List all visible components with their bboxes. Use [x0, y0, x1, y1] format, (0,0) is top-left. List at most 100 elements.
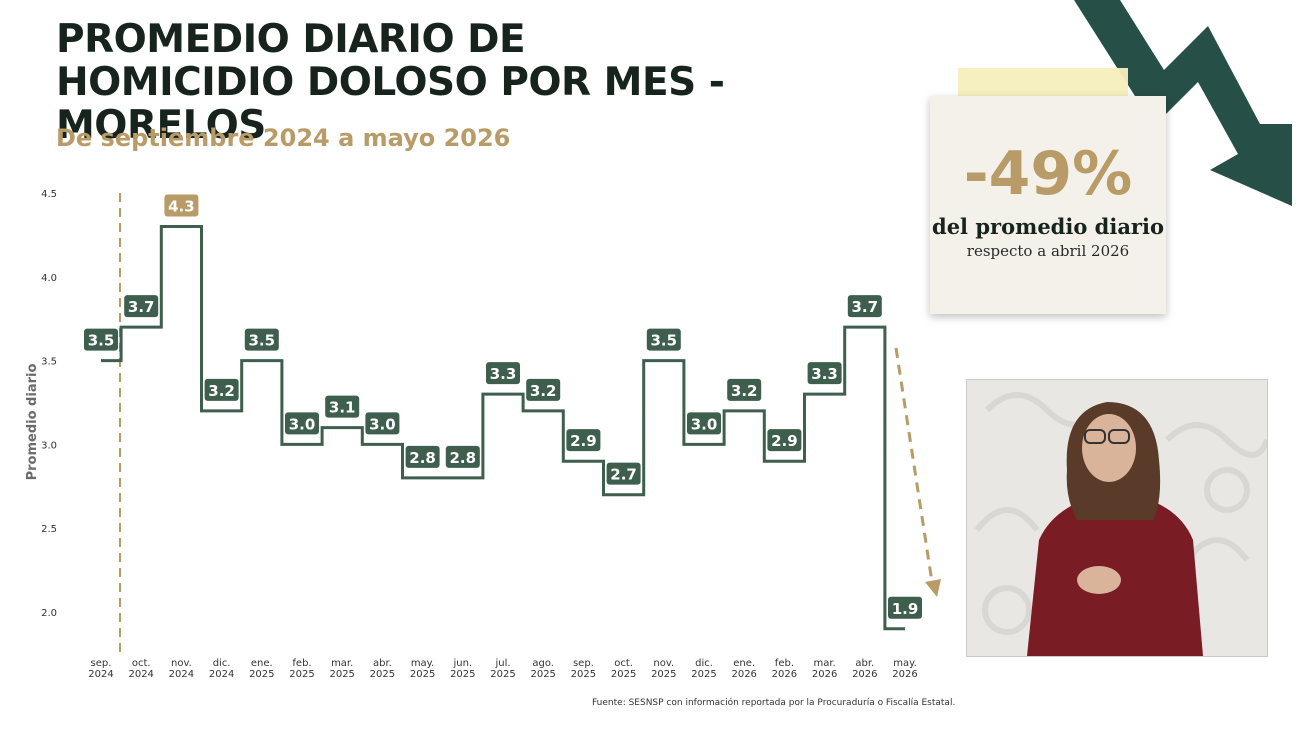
page-subtitle: De septiembre 2024 a mayo 2026: [56, 124, 511, 152]
data-label-box: [847, 295, 882, 318]
x-tick-label: ago.: [532, 658, 554, 669]
data-label-box: [405, 445, 440, 468]
interpreter-image: [967, 380, 1267, 656]
x-tick-label: feb.: [292, 658, 311, 669]
data-label-box: [84, 328, 118, 351]
x-tick-label: 2025: [571, 669, 596, 680]
data-label: 1.9: [892, 600, 919, 618]
x-tick-label: 2026: [892, 669, 917, 680]
x-tick-label: oct.: [132, 658, 151, 669]
y-axis-label: Promedio diario: [25, 364, 40, 481]
x-tick-label: mar.: [331, 658, 353, 669]
x-tick-label: 2025: [611, 669, 636, 680]
x-tick-label: dic.: [695, 658, 713, 669]
data-label: 2.8: [450, 449, 477, 467]
data-label: 3.0: [691, 415, 718, 433]
x-tick-label: 2024: [88, 669, 113, 680]
x-tick-label: may.: [411, 658, 435, 669]
data-label-box: [888, 596, 922, 619]
x-tick-label: sep.: [573, 658, 594, 669]
data-label: 2.9: [570, 432, 597, 450]
down-trend-arrow-icon: [1074, 0, 1292, 206]
data-label: 3.5: [88, 332, 115, 350]
page-title: PROMEDIO DIARIO DE HOMICIDIO DOLOSO POR …: [56, 17, 725, 148]
data-label: 3.2: [731, 382, 758, 400]
data-label-box: [325, 395, 360, 418]
x-tick-label: 2025: [289, 669, 314, 680]
x-tick-label: may.: [893, 658, 917, 669]
stat-card: -49% del promedio diario respecto a abri…: [930, 96, 1166, 314]
y-tick-label: 2.0: [41, 608, 57, 619]
data-label-box: [646, 328, 681, 351]
data-label-box: [124, 295, 159, 318]
data-label-box: [807, 362, 842, 385]
data-label: 3.3: [490, 365, 517, 383]
x-tick-label: oct.: [614, 658, 633, 669]
x-tick-label: jun.: [452, 658, 472, 669]
x-tick-label: nov.: [653, 658, 674, 669]
trend-arrow-head-icon: [925, 579, 941, 597]
x-tick-label: 2026: [772, 669, 797, 680]
x-tick-label: 2025: [450, 669, 475, 680]
x-tick-label: 2025: [249, 669, 274, 680]
stat-line-1: del promedio diario: [932, 214, 1164, 239]
x-tick-label: 2024: [169, 669, 194, 680]
data-label-box: [445, 445, 480, 468]
data-label: 2.7: [610, 466, 637, 484]
data-label: 3.2: [530, 382, 557, 400]
data-label: 3.0: [289, 415, 316, 433]
data-label-box: [486, 362, 520, 385]
data-label-box: [164, 194, 199, 217]
data-label-box: [526, 378, 561, 401]
y-tick-label: 3.0: [41, 440, 57, 451]
x-tick-label: jul.: [494, 658, 510, 669]
x-tick-label: ene.: [733, 658, 755, 669]
x-tick-label: 2025: [370, 669, 395, 680]
x-tick-label: 2024: [128, 669, 153, 680]
series-line: [101, 225, 905, 631]
data-label: 3.2: [208, 382, 235, 400]
stat-percentage: -49%: [963, 139, 1133, 209]
x-tick-label: abr.: [373, 658, 392, 669]
x-tick-label: ene.: [251, 658, 273, 669]
data-label-box: [566, 429, 601, 452]
y-tick-label: 3.5: [41, 357, 57, 368]
data-label-box: [767, 429, 802, 452]
data-label-box: [687, 412, 721, 435]
data-label-box: [365, 412, 400, 435]
data-label-box: [204, 378, 239, 401]
y-tick-label: 4.0: [41, 273, 57, 284]
stat-line-2: respecto a abril 2026: [966, 242, 1130, 260]
x-tick-label: 2026: [812, 669, 837, 680]
x-tick-label: 2025: [691, 669, 716, 680]
x-tick-label: dic.: [213, 658, 231, 669]
y-tick-label: 4.5: [41, 189, 57, 200]
y-tick-label: 2.5: [41, 524, 57, 535]
data-label-box: [244, 328, 279, 351]
data-label-box: [727, 378, 762, 401]
data-label-box: [606, 462, 641, 485]
data-label: 3.5: [651, 332, 678, 350]
data-label: 3.7: [852, 298, 879, 316]
data-label: 3.1: [329, 399, 356, 417]
x-tick-label: 2025: [651, 669, 676, 680]
data-label: 3.3: [811, 365, 838, 383]
x-tick-label: 2025: [329, 669, 354, 680]
x-tick-label: 2026: [852, 669, 877, 680]
data-label: 2.9: [771, 432, 798, 450]
data-label: 4.3: [168, 198, 195, 216]
trend-arrow-line: [894, 347, 934, 583]
data-label: 2.8: [409, 449, 436, 467]
data-label: 3.0: [369, 415, 396, 433]
data-label: 3.5: [249, 332, 276, 350]
x-tick-label: 2026: [731, 669, 756, 680]
x-tick-label: 2025: [530, 669, 555, 680]
data-label-box: [285, 412, 319, 435]
x-tick-label: abr.: [855, 658, 874, 669]
x-tick-label: sep.: [91, 658, 112, 669]
x-tick-label: 2025: [410, 669, 435, 680]
sign-language-interpreter-video: [966, 379, 1268, 657]
x-tick-label: nov.: [171, 658, 192, 669]
data-label: 3.7: [128, 298, 155, 316]
